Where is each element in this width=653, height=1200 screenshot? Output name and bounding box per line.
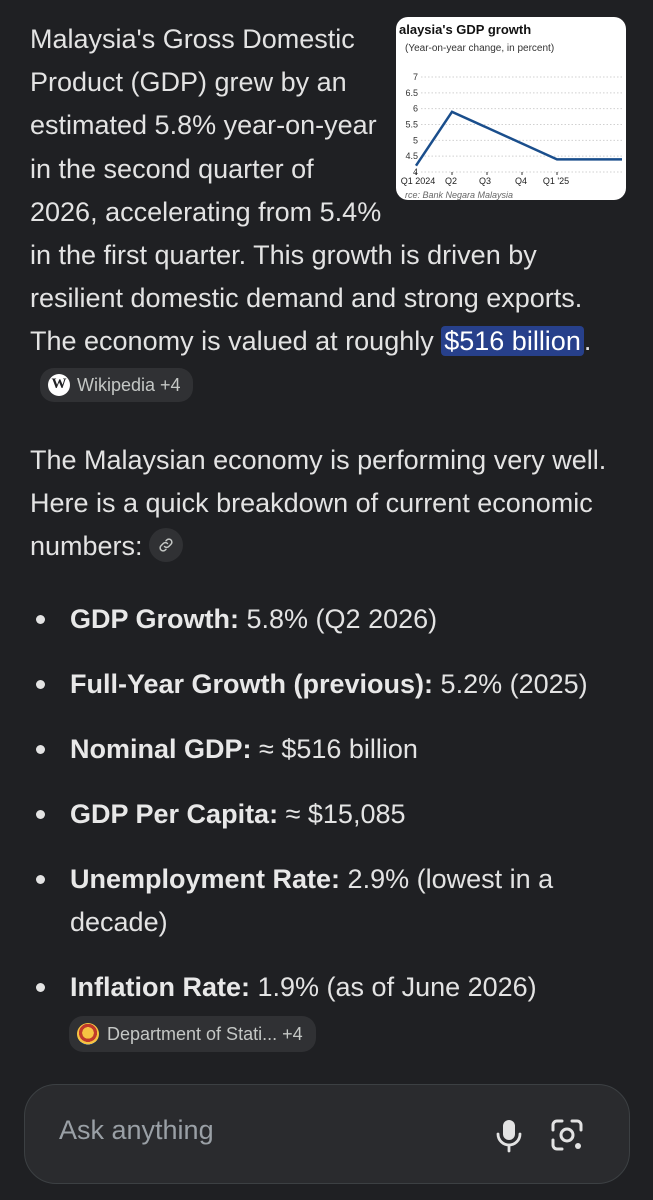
- bullet: [36, 745, 45, 754]
- breakdown-paragraph: The Malaysian economy is performing very…: [30, 439, 630, 569]
- y-tick-label: 6.5: [405, 88, 418, 98]
- stat-gdp-per-capita: GDP Per Capita: ≈ $15,085: [30, 793, 630, 836]
- stat-label: Unemployment Rate:: [70, 864, 341, 894]
- link-button[interactable]: [148, 528, 183, 563]
- bullet: [36, 810, 45, 819]
- stat-value: ≈ $15,085: [278, 799, 406, 829]
- breakdown-text: The Malaysian economy is performing very…: [30, 445, 607, 562]
- ask-bar: [24, 1084, 630, 1184]
- bullet: [36, 680, 45, 689]
- chart-subtitle: (Year-on-year change, in percent): [405, 43, 554, 54]
- stat-value: ≈ $516 billion: [251, 734, 418, 764]
- x-tick-label: Q2: [445, 176, 457, 186]
- stat-value: 2.9% (lowest in a decade): [70, 864, 554, 937]
- microphone-icon: [496, 1120, 522, 1153]
- wikipedia-source-chip[interactable]: W Wikipedia +4: [40, 367, 193, 402]
- microphone-button[interactable]: [489, 1115, 529, 1155]
- bullet: [36, 615, 45, 624]
- stat-value: 5.2% (2025): [433, 669, 588, 699]
- stat-label: Full-Year Growth (previous):: [70, 669, 434, 699]
- stat-label: GDP Per Capita:: [70, 799, 279, 829]
- chart-source: rce: Bank Negara Malaysia: [405, 190, 513, 200]
- y-tick-label: 6: [413, 104, 418, 114]
- highlighted-value[interactable]: $516 billion: [441, 326, 584, 357]
- y-tick-label: 4: [413, 167, 418, 177]
- chart-y-ticks: 4 4.5 5 5.5 6 6.5 7: [405, 72, 418, 177]
- wikipedia-icon: W: [48, 373, 70, 396]
- bullet: [36, 983, 45, 992]
- stat-value: 1.9% (as of June 2026): [250, 972, 537, 1002]
- chart-title: alaysia's GDP growth: [399, 22, 531, 37]
- x-tick-label: Q4: [515, 176, 527, 186]
- ask-input[interactable]: [59, 1115, 439, 1146]
- intro-text: Malaysia's Gross Domestic Product (GDP) …: [30, 24, 583, 357]
- link-icon: [158, 538, 173, 552]
- gdp-chart-thumbnail[interactable]: alaysia's GDP growth (Year-on-year chang…: [396, 17, 626, 200]
- malaysia-seal-icon: [77, 1023, 99, 1045]
- stat-unemployment-rate: Unemployment Rate: 2.9% (lowest in a dec…: [30, 858, 630, 944]
- y-tick-label: 4.5: [405, 151, 418, 161]
- stat-nominal-gdp: Nominal GDP: ≈ $516 billion: [30, 728, 630, 771]
- camera-search-icon: [551, 1119, 583, 1151]
- stat-gdp-growth: GDP Growth: 5.8% (Q2 2026): [30, 598, 630, 641]
- stat-label: Inflation Rate:: [70, 972, 250, 1002]
- stat-inflation-rate: Inflation Rate: 1.9% (as of June 2026): [30, 966, 630, 1009]
- x-tick-label: Q3: [479, 176, 491, 186]
- stat-full-year-growth: Full-Year Growth (previous): 5.2% (2025): [30, 663, 630, 706]
- department-source-chip[interactable]: Department of Stati... +4: [69, 1016, 316, 1052]
- gdp-growth-series-line: [414, 110, 622, 167]
- source-chip-label: Wikipedia +4: [77, 374, 181, 395]
- bullet: [36, 875, 45, 884]
- stat-value: 5.8% (Q2 2026): [239, 604, 438, 634]
- gdp-line-chart: alaysia's GDP growth (Year-on-year chang…: [399, 22, 624, 200]
- x-tick-label: Q1 '25: [543, 176, 569, 186]
- camera-search-button[interactable]: [547, 1115, 587, 1155]
- y-tick-label: 5.5: [405, 120, 418, 130]
- intro-paragraph: Malaysia's Gross Domestic Product (GDP) …: [30, 18, 630, 407]
- stat-label: Nominal GDP:: [70, 734, 252, 764]
- intro-period: .: [583, 326, 592, 357]
- x-tick-label: Q1 2024: [401, 176, 436, 186]
- stat-label: GDP Growth:: [70, 604, 240, 634]
- y-tick-label: 5: [413, 135, 418, 145]
- dept-chip-label: Department of Stati... +4: [107, 1023, 303, 1044]
- chart-x-ticks: Q1 2024 Q2 Q3 Q4 Q1 '25: [401, 172, 569, 186]
- y-tick-label: 7: [413, 72, 418, 82]
- economic-stats-list: GDP Growth: 5.8% (Q2 2026) Full-Year Gro…: [30, 598, 630, 1031]
